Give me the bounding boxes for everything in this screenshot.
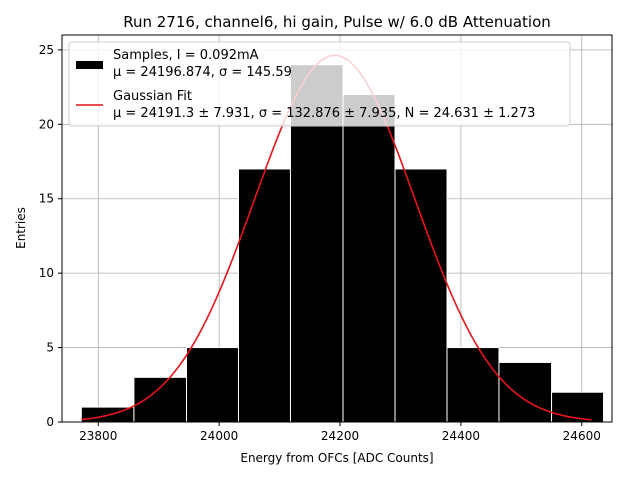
- y-axis-label: Entries: [14, 207, 28, 249]
- y-axis-ticks: 0 5 10 15 20 25: [39, 43, 62, 429]
- legend-fit-stats: μ = 24191.3 ± 7.931, σ = 132.876 ± 7.935…: [113, 106, 535, 121]
- y-tick-label: 20: [39, 117, 54, 131]
- x-tick-label: 24400: [442, 429, 480, 443]
- legend-samples-swatch: [76, 61, 103, 69]
- legend-fit-label: Gaussian Fit: [113, 89, 192, 104]
- plot-frame: [61, 34, 613, 423]
- histogram-bar: [498, 361, 553, 423]
- x-axis-ticks: 23800 24000 24200 24400 24600: [79, 422, 601, 443]
- y-tick-label: 5: [46, 341, 54, 355]
- y-tick-label: 10: [39, 266, 54, 280]
- y-tick-label: 25: [39, 43, 54, 57]
- histogram-bar: [237, 168, 291, 423]
- histogram-bar: [446, 347, 500, 423]
- x-axis-label: Energy from OFCs [ADC Counts]: [240, 451, 433, 465]
- legend: Samples, I = 0.092mA μ = 24196.874, σ = …: [68, 41, 571, 127]
- legend-samples-stats: μ = 24196.874, σ = 145.59: [113, 65, 292, 80]
- x-tick-label: 24200: [321, 429, 359, 443]
- legend-box: [68, 41, 571, 127]
- histogram-bar: [342, 94, 396, 423]
- chart-title: Run 2716, channel6, hi gain, Pulse w/ 6.…: [123, 13, 551, 31]
- histogram-bar: [394, 168, 448, 423]
- x-tick-label: 24000: [200, 429, 238, 443]
- legend-samples-label: Samples, I = 0.092mA: [113, 48, 259, 63]
- y-tick-label: 15: [39, 192, 54, 206]
- histogram-bar: [551, 391, 605, 423]
- histogram-bar: [133, 376, 188, 423]
- histogram-bar: [186, 347, 239, 423]
- x-tick-label: 23800: [79, 429, 117, 443]
- y-tick-label: 0: [46, 415, 54, 429]
- x-tick-label: 24600: [563, 429, 601, 443]
